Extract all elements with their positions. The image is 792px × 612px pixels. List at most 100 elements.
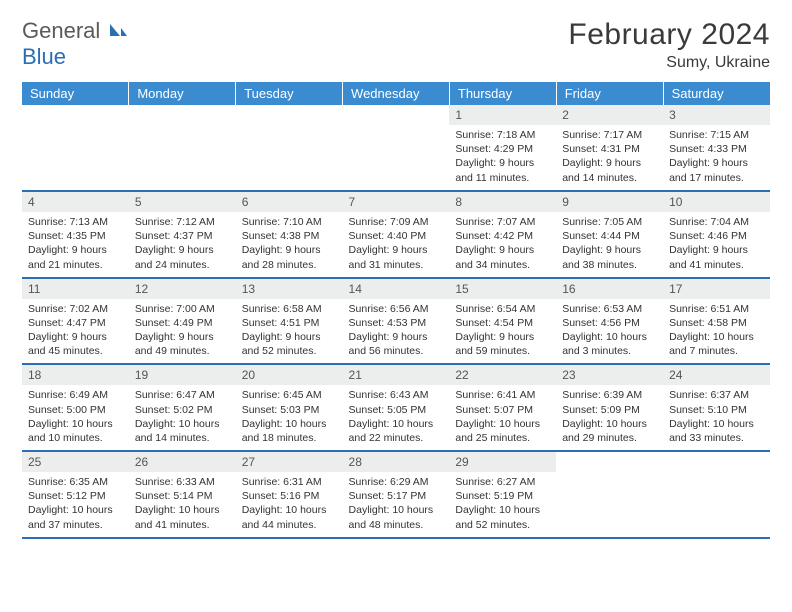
daylight-label: Daylight: <box>455 418 499 430</box>
sunrise-value: 7:04 AM <box>711 216 750 228</box>
week-row: 25Sunrise: 6:35 AMSunset: 5:12 PMDayligh… <box>22 451 770 538</box>
sunrise-value: 7:09 AM <box>390 216 429 228</box>
sunrise-label: Sunrise: <box>135 303 176 315</box>
day-cell: 17Sunrise: 6:51 AMSunset: 4:58 PMDayligh… <box>663 278 770 365</box>
daylight-label: Daylight: <box>669 418 713 430</box>
daylight-label: Daylight: <box>669 157 713 169</box>
sunset-value: 5:03 PM <box>280 404 319 416</box>
sunset-label: Sunset: <box>135 317 174 329</box>
day-data: Sunrise: 6:51 AMSunset: 4:58 PMDaylight:… <box>663 299 770 364</box>
day-cell: 15Sunrise: 6:54 AMSunset: 4:54 PMDayligh… <box>449 278 556 365</box>
sunset-value: 4:31 PM <box>601 143 640 155</box>
day-number: 6 <box>236 192 343 212</box>
sunrise-value: 6:51 AM <box>711 303 750 315</box>
day-cell: 18Sunrise: 6:49 AMSunset: 5:00 PMDayligh… <box>22 364 129 451</box>
sunrise-label: Sunrise: <box>455 216 496 228</box>
day-number: 25 <box>22 452 129 472</box>
day-data: Sunrise: 7:15 AMSunset: 4:33 PMDaylight:… <box>663 125 770 190</box>
page-title: February 2024 <box>568 18 770 52</box>
day-number: 5 <box>129 192 236 212</box>
sunrise-value: 6:58 AM <box>283 303 322 315</box>
day-number: 8 <box>449 192 556 212</box>
sunset-label: Sunset: <box>669 143 708 155</box>
sunset-value: 5:12 PM <box>67 490 106 502</box>
day-data: Sunrise: 7:17 AMSunset: 4:31 PMDaylight:… <box>556 125 663 190</box>
day-number: 10 <box>663 192 770 212</box>
day-cell: 2Sunrise: 7:17 AMSunset: 4:31 PMDaylight… <box>556 105 663 191</box>
day-cell: 21Sunrise: 6:43 AMSunset: 5:05 PMDayligh… <box>343 364 450 451</box>
sunrise-value: 7:07 AM <box>497 216 536 228</box>
daylight-label: Daylight: <box>135 331 179 343</box>
day-data: Sunrise: 7:13 AMSunset: 4:35 PMDaylight:… <box>22 212 129 277</box>
sunrise-label: Sunrise: <box>562 216 603 228</box>
empty-cell <box>129 105 236 191</box>
daylight-label: Daylight: <box>242 331 286 343</box>
sunrise-label: Sunrise: <box>669 303 710 315</box>
day-data: Sunrise: 6:43 AMSunset: 5:05 PMDaylight:… <box>343 385 450 450</box>
sunset-value: 4:56 PM <box>601 317 640 329</box>
day-data: Sunrise: 6:37 AMSunset: 5:10 PMDaylight:… <box>663 385 770 450</box>
sunrise-label: Sunrise: <box>455 303 496 315</box>
sunset-label: Sunset: <box>669 230 708 242</box>
sunset-label: Sunset: <box>562 317 601 329</box>
sunset-label: Sunset: <box>242 490 281 502</box>
day-data: Sunrise: 7:09 AMSunset: 4:40 PMDaylight:… <box>343 212 450 277</box>
sunrise-value: 7:10 AM <box>283 216 322 228</box>
daylight-label: Daylight: <box>28 244 72 256</box>
day-cell: 16Sunrise: 6:53 AMSunset: 4:56 PMDayligh… <box>556 278 663 365</box>
sunset-value: 5:07 PM <box>494 404 533 416</box>
sunset-label: Sunset: <box>562 143 601 155</box>
weekday-saturday: Saturday <box>663 82 770 105</box>
sunset-value: 4:40 PM <box>387 230 426 242</box>
day-data: Sunrise: 7:05 AMSunset: 4:44 PMDaylight:… <box>556 212 663 277</box>
empty-cell <box>343 105 450 191</box>
sunset-label: Sunset: <box>349 404 388 416</box>
daylight-label: Daylight: <box>28 504 72 516</box>
week-row: 18Sunrise: 6:49 AMSunset: 5:00 PMDayligh… <box>22 364 770 451</box>
day-cell: 3Sunrise: 7:15 AMSunset: 4:33 PMDaylight… <box>663 105 770 191</box>
sunset-label: Sunset: <box>28 317 67 329</box>
sunrise-label: Sunrise: <box>349 389 390 401</box>
sunset-value: 5:05 PM <box>387 404 426 416</box>
sunset-value: 4:38 PM <box>280 230 319 242</box>
daylight-label: Daylight: <box>455 331 499 343</box>
daylight-label: Daylight: <box>455 504 499 516</box>
daylight-label: Daylight: <box>135 504 179 516</box>
daylight-label: Daylight: <box>562 244 606 256</box>
sunset-value: 4:49 PM <box>173 317 212 329</box>
day-cell: 28Sunrise: 6:29 AMSunset: 5:17 PMDayligh… <box>343 451 450 538</box>
sunrise-value: 6:37 AM <box>711 389 750 401</box>
sunset-label: Sunset: <box>135 404 174 416</box>
daylight-label: Daylight: <box>135 244 179 256</box>
sunrise-value: 7:17 AM <box>604 129 643 141</box>
daylight-label: Daylight: <box>349 504 393 516</box>
day-data: Sunrise: 6:41 AMSunset: 5:07 PMDaylight:… <box>449 385 556 450</box>
sunrise-label: Sunrise: <box>669 216 710 228</box>
sunrise-value: 7:18 AM <box>497 129 536 141</box>
week-row: 11Sunrise: 7:02 AMSunset: 4:47 PMDayligh… <box>22 278 770 365</box>
day-cell: 19Sunrise: 6:47 AMSunset: 5:02 PMDayligh… <box>129 364 236 451</box>
sunrise-label: Sunrise: <box>455 476 496 488</box>
sunset-value: 4:53 PM <box>387 317 426 329</box>
sunset-label: Sunset: <box>28 404 67 416</box>
sunrise-value: 6:31 AM <box>283 476 322 488</box>
day-data: Sunrise: 6:33 AMSunset: 5:14 PMDaylight:… <box>129 472 236 537</box>
sunrise-value: 7:05 AM <box>604 216 643 228</box>
sunrise-value: 6:47 AM <box>176 389 215 401</box>
day-data: Sunrise: 6:29 AMSunset: 5:17 PMDaylight:… <box>343 472 450 537</box>
sunset-label: Sunset: <box>455 143 494 155</box>
daylight-label: Daylight: <box>242 244 286 256</box>
sunrise-value: 6:33 AM <box>176 476 215 488</box>
day-cell: 14Sunrise: 6:56 AMSunset: 4:53 PMDayligh… <box>343 278 450 365</box>
sunrise-value: 6:27 AM <box>497 476 536 488</box>
sunrise-value: 6:39 AM <box>604 389 643 401</box>
sunrise-label: Sunrise: <box>455 389 496 401</box>
daylight-label: Daylight: <box>669 244 713 256</box>
day-data: Sunrise: 7:10 AMSunset: 4:38 PMDaylight:… <box>236 212 343 277</box>
sunrise-label: Sunrise: <box>135 389 176 401</box>
day-number: 20 <box>236 365 343 385</box>
day-cell: 1Sunrise: 7:18 AMSunset: 4:29 PMDaylight… <box>449 105 556 191</box>
sunrise-value: 7:15 AM <box>711 129 750 141</box>
day-cell: 29Sunrise: 6:27 AMSunset: 5:19 PMDayligh… <box>449 451 556 538</box>
daylight-label: Daylight: <box>669 331 713 343</box>
